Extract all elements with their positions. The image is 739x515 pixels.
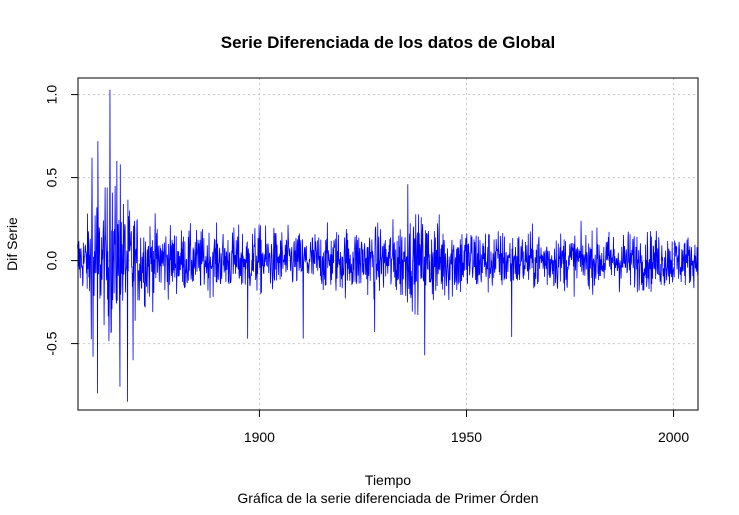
series-path [77,89,699,402]
y-tick-label: -0.5 [44,331,60,355]
chart-subtitle: Gráfica de la serie diferenciada de Prim… [237,490,538,506]
x-axis: 1900 1950 2000 [244,409,689,445]
y-tick-label: 0.5 [44,168,60,188]
y-tick-label: 1.0 [44,85,60,105]
x-tick-label: 2000 [658,429,689,445]
y-tick-label: 0.0 [44,251,60,271]
y-axis: -0.5 0.0 0.5 1.0 [44,85,79,356]
y-axis-title: Dif Serie [4,217,20,271]
chart-title: Serie Diferenciada de los datos de Globa… [221,33,555,52]
x-tick-label: 1950 [451,429,482,445]
x-tick-label: 1900 [244,429,275,445]
x-axis-title: Tiempo [365,472,411,488]
series-line [77,89,699,402]
